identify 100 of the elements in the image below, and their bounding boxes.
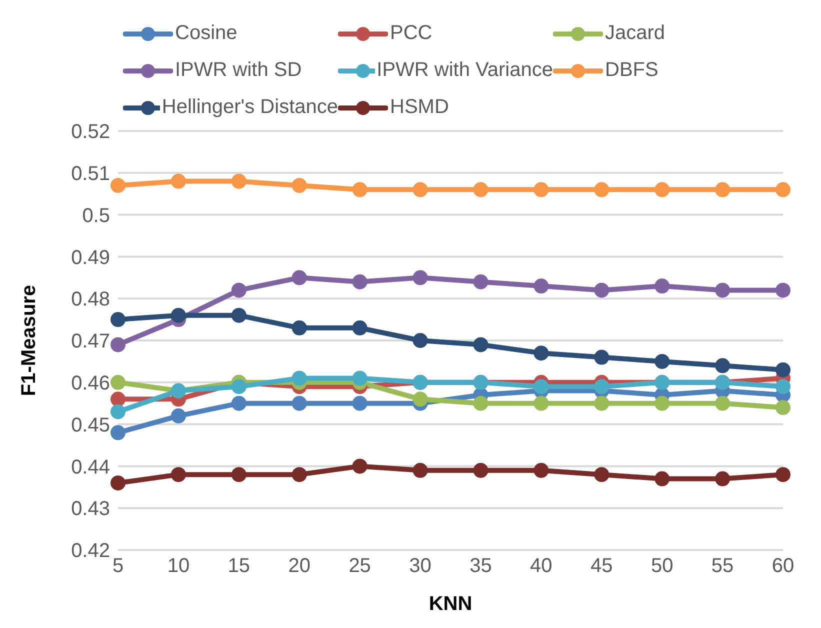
legend-label: Hellinger's Distance [162, 96, 338, 119]
point [776, 282, 790, 298]
point [412, 392, 428, 407]
point [110, 404, 126, 420]
point [534, 396, 549, 411]
y-tick-label: 0.48 [71, 288, 110, 311]
point [292, 178, 307, 193]
point [534, 346, 549, 361]
x-tick-label: 45 [590, 555, 613, 578]
point [594, 379, 610, 394]
x-tick-label: 30 [409, 555, 432, 578]
point [715, 471, 730, 486]
y-tick-label: 0.47 [71, 330, 110, 353]
point [654, 278, 670, 294]
y-tick-label: 0.44 [71, 456, 110, 478]
point [776, 182, 790, 198]
point [352, 182, 368, 198]
y-tick-label: 0.46 [71, 372, 110, 394]
point [110, 392, 126, 407]
point [292, 467, 307, 482]
point [594, 182, 610, 198]
point [110, 178, 126, 193]
y-tick-label: 0.52 [71, 121, 110, 144]
point [534, 182, 549, 198]
point [292, 320, 307, 336]
x-axis-title: KNN [428, 593, 472, 615]
legend-label: Cosine [175, 22, 238, 45]
x-tick-label: 60 [772, 555, 794, 578]
point [110, 337, 126, 352]
point [776, 467, 790, 482]
point [776, 379, 790, 394]
point [412, 182, 428, 198]
x-tick-label: 25 [348, 555, 371, 578]
point [654, 471, 670, 486]
point [473, 274, 488, 290]
point [776, 400, 790, 416]
point [352, 274, 368, 290]
point [412, 333, 428, 348]
point [473, 396, 488, 411]
x-tick-label: 55 [711, 555, 734, 578]
point [715, 396, 730, 411]
point [231, 282, 246, 298]
point [110, 425, 126, 440]
y-tick-label: 0.42 [71, 540, 110, 562]
point [534, 462, 549, 478]
legend-label: IPWR with SD [175, 59, 302, 82]
point [110, 475, 126, 490]
legend-label: IPWR with Variance [376, 59, 553, 82]
point [352, 320, 368, 336]
point [231, 174, 246, 189]
point [231, 379, 246, 394]
legend-label: PCC [390, 22, 432, 45]
point [292, 370, 307, 386]
point [654, 354, 670, 369]
point [412, 462, 428, 478]
point [594, 396, 610, 411]
x-tick-label: 20 [288, 555, 310, 578]
point [231, 308, 246, 323]
point [715, 358, 730, 374]
point [231, 396, 246, 411]
x-tick-label: 35 [470, 555, 492, 578]
point [412, 270, 428, 286]
point [352, 370, 368, 386]
point [170, 408, 186, 424]
point [594, 350, 610, 365]
y-tick-label: 0.45 [71, 414, 110, 436]
point [473, 462, 488, 478]
legend-label: HSMD [390, 96, 449, 119]
point [170, 174, 186, 189]
x-tick-label: 40 [530, 555, 552, 578]
point [594, 282, 610, 298]
point [110, 374, 126, 390]
point [594, 467, 610, 482]
point [776, 362, 790, 378]
legend-label: Jacard [605, 22, 666, 45]
point [292, 396, 307, 411]
point [170, 467, 186, 482]
point [715, 182, 730, 198]
point [654, 182, 670, 198]
point [170, 308, 186, 323]
point [352, 458, 368, 474]
point [292, 270, 307, 286]
y-tick-label: 0.43 [71, 498, 110, 520]
x-tick-label: 10 [167, 555, 190, 578]
x-tick-label: 15 [228, 555, 250, 578]
x-tick-label: 5 [112, 555, 124, 578]
point [110, 312, 126, 328]
point [473, 182, 488, 198]
point [654, 396, 670, 411]
point [534, 278, 549, 294]
y-axis-title: F1-Measure [18, 284, 40, 396]
x-tick-label: 50 [650, 555, 674, 578]
point [534, 379, 549, 394]
point [473, 337, 488, 352]
legend-label: DBFS [605, 59, 658, 82]
y-tick-label: 0.51 [71, 163, 110, 185]
point [715, 282, 730, 298]
point [352, 396, 368, 411]
y-tick-label: 0.49 [71, 246, 110, 269]
y-tick-label: 0.5 [82, 204, 110, 227]
